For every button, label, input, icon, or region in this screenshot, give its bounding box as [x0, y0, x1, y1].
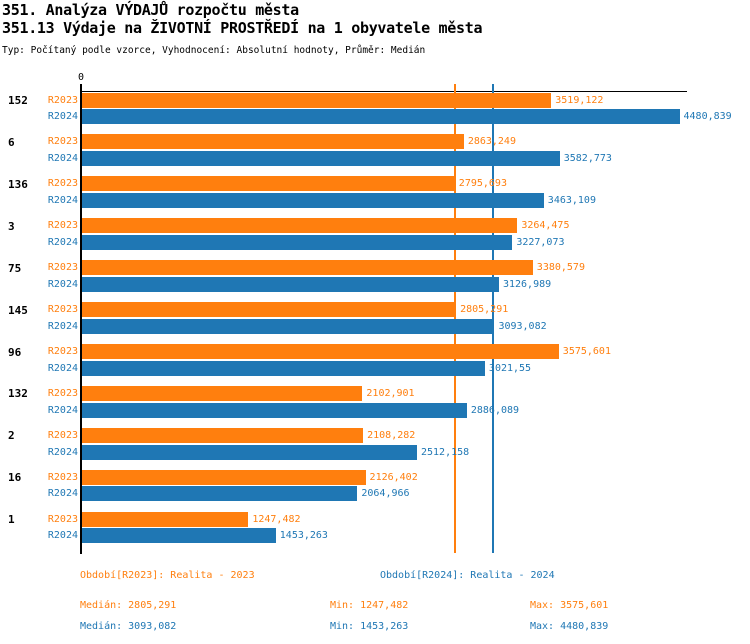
- bar-r2023: [82, 344, 559, 360]
- bar-value-label: 2512,158: [420, 446, 470, 458]
- series-label-r2024: R2024: [47, 278, 78, 290]
- bar-value-label: 3575,601: [562, 346, 611, 358]
- report-title: 351. Analýza VÝDAJŮ rozpočtu města: [2, 1, 299, 19]
- bar-r2024: [82, 151, 560, 167]
- category-label: 3: [8, 219, 15, 233]
- series-label-r2023: R2023: [47, 429, 78, 441]
- bar-r2024: [82, 234, 513, 250]
- bar-value-label: 4480,839: [683, 111, 732, 123]
- bar-r2024: [82, 528, 276, 544]
- bar-r2024: [82, 276, 499, 292]
- series-label-r2023: R2023: [47, 178, 78, 190]
- category-label: 132: [8, 387, 28, 401]
- bar-r2023: [82, 92, 552, 108]
- report-subtitle: 351.13 Výdaje na ŽIVOTNÍ PROSTŘEDÍ na 1 …: [2, 19, 483, 37]
- series-label-r2024: R2024: [47, 446, 78, 458]
- bar-r2024: [82, 360, 485, 376]
- series-label-r2024: R2024: [47, 320, 78, 332]
- bar-value-label: 3093,082: [498, 320, 547, 332]
- category-label: 96: [8, 345, 22, 359]
- series-label-r2023: R2023: [47, 346, 78, 358]
- stat-min-r2023: Min: 1247,482: [330, 600, 409, 611]
- bar-r2024: [82, 193, 544, 209]
- category-label: 1: [8, 513, 15, 527]
- bar-value-label: 3519,122: [555, 94, 604, 106]
- bar-value-label: 2064,966: [361, 488, 410, 500]
- stat-median-r2024: Medián: 3093,082: [80, 621, 177, 632]
- series-label-r2024: R2024: [47, 488, 78, 500]
- bar-value-label: 3126,989: [502, 278, 552, 290]
- bar-value-label: 3227,073: [516, 236, 565, 248]
- bar-r2023: [82, 260, 533, 276]
- bar-r2024: [82, 109, 680, 125]
- bar-r2024: [82, 402, 467, 418]
- series-label-r2024: R2024: [47, 362, 78, 374]
- series-label-r2023: R2023: [47, 220, 78, 232]
- bar-value-label: 2108,282: [367, 429, 416, 441]
- stat-max-r2024: Max: 4480,839: [530, 621, 609, 632]
- series-label-r2024: R2024: [47, 236, 78, 248]
- bar-r2023: [82, 218, 518, 234]
- bar-r2023: [82, 469, 366, 485]
- bar-value-label: 3021,55: [488, 362, 532, 374]
- bar-value-label: 2886,089: [470, 404, 520, 416]
- bar-r2023: [82, 427, 364, 443]
- bar-value-label: 3582,773: [563, 153, 612, 165]
- series-label-r2023: R2023: [47, 513, 78, 525]
- category-label: 136: [8, 177, 28, 191]
- bar-r2023: [82, 511, 249, 527]
- bar-r2023: [82, 302, 457, 318]
- median-line-r2024: [492, 84, 494, 553]
- series-label-r2023: R2023: [47, 94, 78, 106]
- series-label-r2024: R2024: [47, 111, 78, 123]
- category-label: 75: [8, 261, 22, 275]
- x-axis-top-line: [80, 90, 687, 92]
- y-axis-line: [80, 84, 82, 554]
- bar-r2023: [82, 176, 455, 192]
- category-label: 2: [8, 429, 15, 443]
- bar-value-label: 3264,475: [521, 220, 570, 232]
- bar-value-label: 1453,263: [279, 530, 328, 542]
- stat-min-r2024: Min: 1453,263: [330, 621, 409, 632]
- series-label-r2024: R2024: [47, 195, 78, 207]
- stat-median-r2023: Medián: 2805,291: [80, 600, 177, 611]
- bar-value-label: 1247,482: [252, 513, 301, 525]
- legend-item-r2023: Období[R2023]: Realita - 2023: [80, 570, 255, 581]
- category-label: 16: [8, 471, 22, 485]
- x-axis-zero-tick-label: 0: [77, 72, 85, 83]
- bar-value-label: 3463,109: [547, 195, 596, 207]
- bar-value-label: 2795,693: [458, 178, 507, 190]
- series-label-r2024: R2024: [47, 404, 78, 416]
- bar-r2024: [82, 318, 495, 334]
- bar-value-label: 3380,579: [536, 262, 585, 274]
- bar-value-label: 2102,901: [366, 387, 415, 399]
- bar-r2023: [82, 385, 363, 401]
- bar-r2023: [82, 134, 464, 150]
- series-label-r2023: R2023: [47, 387, 78, 399]
- report-meta-line: Typ: Počítaný podle vzorce, Vyhodnocení:…: [2, 45, 426, 56]
- series-label-r2023: R2023: [47, 262, 78, 274]
- category-label: 145: [8, 303, 28, 317]
- category-label: 152: [8, 94, 28, 107]
- bar-r2024: [82, 444, 417, 460]
- bar-value-label: 2863,249: [467, 136, 516, 148]
- series-label-r2024: R2024: [47, 153, 78, 165]
- series-label-r2023: R2023: [47, 136, 78, 148]
- bar-value-label: 2805,291: [460, 304, 509, 316]
- bar-value-label: 2126,402: [369, 471, 418, 483]
- series-label-r2023: R2023: [47, 304, 78, 316]
- bar-r2024: [82, 486, 358, 502]
- median-line-r2023: [454, 84, 456, 553]
- series-label-r2024: R2024: [47, 530, 78, 542]
- stat-max-r2023: Max: 3575,601: [530, 600, 609, 611]
- legend-item-r2024: Období[R2024]: Realita - 2024: [380, 570, 555, 581]
- series-label-r2023: R2023: [47, 471, 78, 483]
- category-label: 6: [8, 135, 15, 149]
